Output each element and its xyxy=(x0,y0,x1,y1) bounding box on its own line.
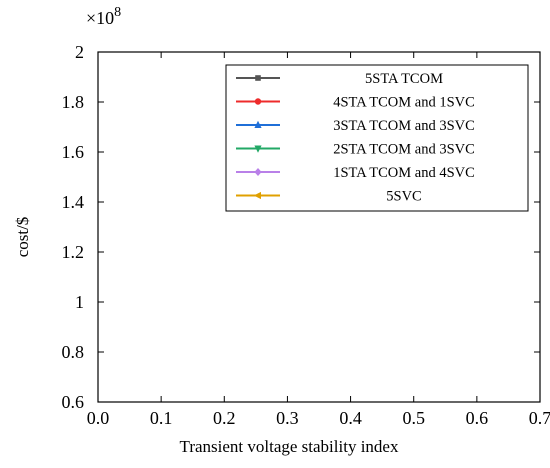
legend-swatch-marker xyxy=(254,98,262,105)
y-tick-label: 2 xyxy=(75,42,84,62)
legend-swatch-marker xyxy=(255,75,261,81)
y-tick-label: 1 xyxy=(75,292,84,312)
y-tick-label: 1.2 xyxy=(62,242,85,262)
legend-entry: 4STA TCOM and 1SVC xyxy=(236,95,475,111)
legend-entry: 1STA TCOM and 4SVC xyxy=(236,165,475,181)
y-axis-label: cost/$ xyxy=(13,217,32,258)
legend-label: 5STA TCOM xyxy=(365,71,443,87)
y-tick-label: 1.4 xyxy=(62,192,85,212)
legend-swatch-marker xyxy=(254,168,262,176)
legend-swatch-marker xyxy=(254,145,262,153)
legend-box xyxy=(225,64,529,212)
legend-label: 4STA TCOM and 1SVC xyxy=(333,95,475,111)
legend-swatch-marker xyxy=(254,120,262,128)
x-tick-label: 0.1 xyxy=(150,408,173,428)
x-tick-label: 0.2 xyxy=(213,408,236,428)
legend-entry: 5STA TCOM xyxy=(236,71,443,87)
y-tick-label: 1.6 xyxy=(62,142,85,162)
legend-label: 3STA TCOM and 3SVC xyxy=(333,118,475,134)
legend-entry: 3STA TCOM and 3SVC xyxy=(236,118,475,134)
x-axis-label: Transient voltage stability index xyxy=(180,437,399,456)
legend-entry: 5SVC xyxy=(236,189,422,205)
x-tick-label: 0.5 xyxy=(402,408,425,428)
y-multiplier-label: ×108 xyxy=(86,5,121,28)
y-tick-label: 0.6 xyxy=(62,392,85,412)
legend: 5STA TCOM 4STA TCOM and 1SVC 3STA TCOM and… xyxy=(225,64,529,212)
x-tick-label: 0.4 xyxy=(339,408,362,428)
x-tick-label: 0.0 xyxy=(87,408,110,428)
y-tick-label: 1.8 xyxy=(62,92,85,112)
multiplier-exponent: 8 xyxy=(114,5,121,20)
legend-swatch-marker xyxy=(253,191,261,200)
legend-entry: 2STA TCOM and 3SVC xyxy=(236,142,475,158)
legend-label: 2STA TCOM and 3SVC xyxy=(333,142,475,158)
y-tick-label: 0.8 xyxy=(62,342,85,362)
legend-label: 5SVC xyxy=(386,189,421,205)
x-tick-label: 0.6 xyxy=(466,408,489,428)
legend-label: 1STA TCOM and 4SVC xyxy=(333,165,475,181)
multiplier-base: ×10 xyxy=(86,8,114,28)
x-tick-label: 0.3 xyxy=(276,408,299,428)
x-tick-label: 0.7 xyxy=(529,408,550,428)
